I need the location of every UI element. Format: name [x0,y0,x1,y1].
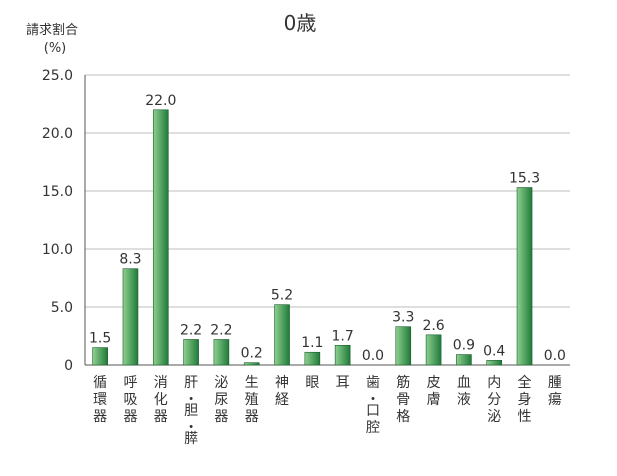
bar [152,109,169,366]
x-tick-label: 眼 [305,375,319,391]
value-label: 22.0 [145,93,176,109]
bar [456,354,472,366]
value-label: 1.1 [301,335,323,351]
value-label: 5.2 [271,288,293,304]
value-label: 0.9 [453,338,475,354]
x-tick-label: 皮膚 [427,375,441,408]
bar [183,339,199,366]
value-label: 1.7 [332,328,354,344]
bar [122,268,139,366]
bars [92,109,533,366]
value-label: 0.0 [362,348,384,364]
x-tick-label: 内分泌 [487,375,501,425]
y-tick-label: 0 [64,358,73,374]
y-axis-label: 請求割合 [26,22,78,38]
bar [304,351,321,366]
y-tick-label: 20.0 [42,126,73,142]
value-label: 0.0 [544,348,566,364]
bar [213,339,230,366]
value-label: 0.2 [241,346,263,362]
x-tick-label: 呼吸器 [123,375,137,425]
x-tick-label: 肝・胆・膵 [184,375,198,447]
bar [92,347,108,366]
x-tick-label: 歯・口腔 [366,375,380,436]
x-tick-label: 消化器 [154,375,168,425]
x-tick-label: 血液 [457,375,471,408]
bar [425,334,442,366]
bar [274,304,290,366]
y-tick-label: 25.0 [42,68,73,84]
value-label: 15.3 [509,171,540,187]
bar [243,362,260,366]
x-tick-label: 神経 [275,375,289,408]
y-tick-label: 15.0 [42,184,73,200]
value-label: 2.2 [180,322,202,338]
y-tick-label: 5.0 [51,300,73,316]
y-tick-labels: 0 5.0 10.0 15.0 20.0 25.0 [42,68,73,374]
y-axis-unit: (%) [44,41,67,56]
value-label: 3.3 [392,310,414,326]
x-tick-label: 生殖器 [245,375,259,425]
value-label: 1.5 [89,331,111,347]
y-tick-label: 10.0 [42,242,73,258]
chart-title: 0歳 [284,11,317,35]
x-tick-label: 泌尿器 [214,375,228,425]
value-label: 8.3 [119,252,141,268]
bar [395,326,412,366]
x-tick-label: 全身性 [518,374,532,425]
x-tick-label: 腫瘍 [548,375,562,408]
bar [486,360,503,366]
value-label: 2.2 [210,322,232,338]
value-label: 0.4 [483,343,505,359]
x-tick-label: 耳 [336,375,350,391]
x-tick-label: 筋骨格 [396,374,410,425]
bar [516,187,533,366]
bar [334,344,351,366]
x-tick-label: 循環器 [93,375,107,425]
value-labels: 1.5 8.3 22.0 2.2 2.2 0.2 5.2 1.1 1.7 0.0 3.3 2.6 0.9… [89,93,566,364]
value-label: 2.6 [422,318,444,334]
